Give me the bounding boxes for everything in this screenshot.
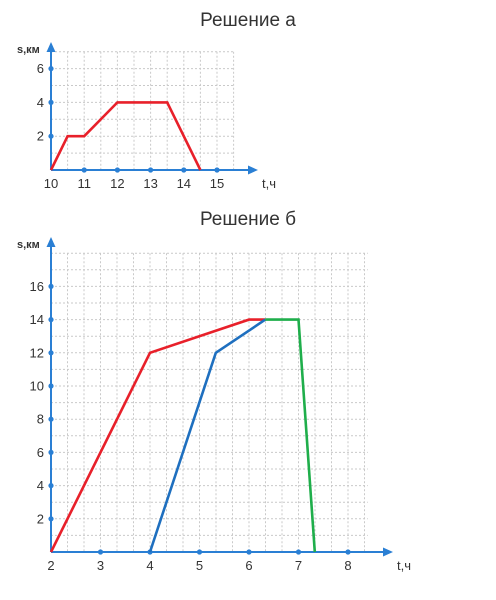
chart-b-x-tick-label: 6	[245, 558, 252, 573]
chart-a-x-tick-dot	[148, 167, 154, 173]
chart-b-y-tick-label: 4	[37, 478, 44, 493]
chart-b-y-tick-label: 12	[30, 345, 44, 360]
chart-b-x-tick-label: 7	[295, 558, 302, 573]
chart-b-y-tick-label: 6	[37, 445, 44, 460]
chart-a-x-tick-dot	[81, 167, 87, 173]
chart-b-title: Решение б	[199, 209, 297, 230]
chart-b-y-tick-dot	[48, 416, 54, 422]
chart-b-series-line-3	[265, 318, 317, 553]
chart-b-x-tick-label: 5	[196, 558, 203, 573]
chart-b-x-tick-dot	[295, 549, 302, 555]
chart-a-x-tick-label: 10	[44, 176, 58, 191]
chart-b-x-tick-label: 2	[47, 558, 54, 573]
chart-b-series-line-1	[49, 318, 266, 553]
chart-b-x-axis-arrow	[383, 547, 393, 557]
chart-a-y-axis-label: s,км	[17, 44, 40, 56]
chart-b-x-axis-label: t,ч	[397, 558, 411, 573]
chart-a-series-line-1	[49, 101, 202, 171]
chart-a-x-tick-label: 15	[210, 176, 224, 191]
chart-a-y-tick-label: 4	[37, 95, 44, 110]
chart-b-y-tick-dot	[48, 383, 54, 389]
chart-b-y-tick-dot	[48, 449, 54, 455]
chart-a-y-tick-label: 2	[37, 129, 44, 144]
chart-a-y-tick-label: 6	[37, 61, 44, 76]
chart-b-x-tick-dot	[345, 549, 351, 555]
chart-b-x-tick-dot	[246, 549, 252, 555]
chart-b-series-line-2	[148, 318, 267, 553]
chart-b-y-axis-label: s,км	[17, 239, 40, 251]
chart-b-y-tick-dot	[48, 317, 54, 323]
chart-a-x-tick-label: 11	[77, 176, 91, 191]
chart-a-y-tick-dot	[48, 133, 54, 139]
chart-a-x-tick-label: 14	[177, 176, 191, 191]
chart-b-y-tick-label: 14	[30, 312, 44, 327]
chart-a-y-tick-dot	[48, 99, 54, 105]
chart-b-y-tick-dot	[48, 516, 54, 522]
chart-a-y-tick-dot	[48, 66, 54, 72]
chart-a-x-axis-label: t,ч	[262, 176, 276, 191]
chart-b-y-axis-arrow	[46, 237, 56, 247]
chart-a-x-tick-dot	[114, 167, 120, 173]
chart-b-y-tick-label: 10	[30, 379, 44, 394]
chart-b-x-tick-dot	[196, 549, 203, 555]
chart-a-title: Решение а	[200, 10, 296, 31]
chart-b-y-tick-label: 8	[37, 412, 44, 427]
chart-a-x-tick-label: 13	[143, 176, 157, 191]
chart-a-x-tick-dot	[214, 167, 220, 173]
chart-a-y-axis-arrow	[46, 42, 56, 52]
chart-a-x-axis-arrow	[248, 165, 258, 175]
chart-b-y-tick-dot	[48, 483, 54, 489]
chart-a-x-tick-dot	[181, 167, 187, 173]
chart-b-x-tick-label: 8	[344, 558, 351, 573]
chart-b-y-tick-dot	[48, 283, 54, 289]
chart-b-x-tick-label: 3	[97, 558, 104, 573]
chart-a-x-tick-label: 12	[110, 176, 124, 191]
chart-b-y-tick-label: 2	[37, 511, 44, 526]
chart-b-x-tick-dot	[97, 549, 104, 555]
chart-b-y-tick-dot	[48, 350, 54, 356]
chart-b-x-tick-label: 4	[146, 558, 153, 573]
chart-b-y-tick-label: 16	[30, 279, 44, 294]
